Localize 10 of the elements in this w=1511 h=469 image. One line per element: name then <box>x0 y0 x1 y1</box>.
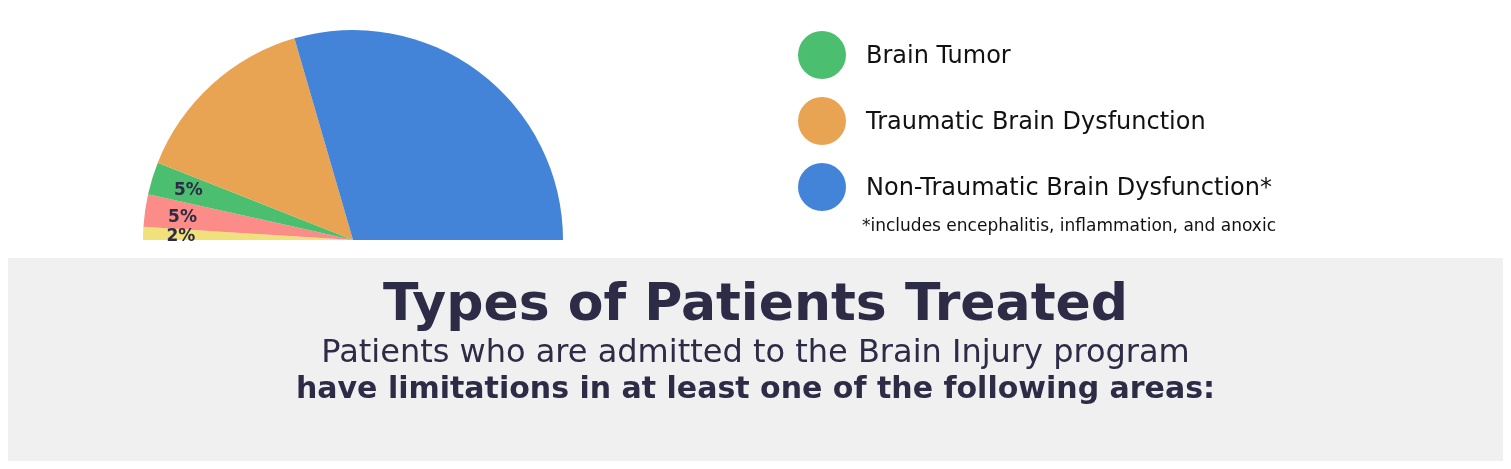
data-label: 5% <box>173 179 203 200</box>
legend-label: Traumatic Brain Dysfunction <box>866 107 1206 135</box>
text: *includes encephalitis, inflammation, and anoxic <box>862 215 1276 235</box>
data-label: 5% <box>168 205 197 226</box>
text: have limitations in at least one of the following areas: <box>294 370 1217 405</box>
text: Types of Patients Treated <box>382 272 1129 332</box>
legend-label: Brain Tumor <box>866 41 1011 69</box>
legend-label: Non-Traumatic Brain Dysfunction* <box>866 173 1272 201</box>
text: Patients who are admitted to the Brain Injury program <box>320 332 1191 370</box>
data-label: 2% <box>166 224 196 245</box>
